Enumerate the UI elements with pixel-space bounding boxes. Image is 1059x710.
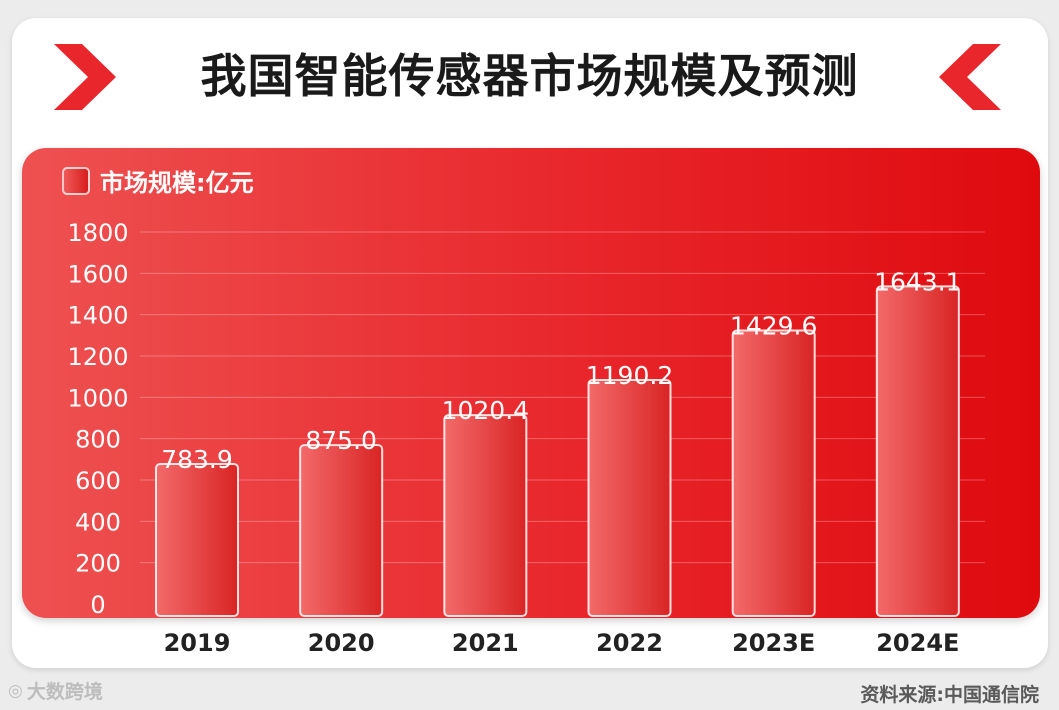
y-tick-label: 1600 [67,260,128,288]
watermark: ◎ 大数跨境 [8,677,103,704]
y-tick-label: 1000 [67,384,128,412]
x-tick-label: 2024E [876,629,959,657]
bar-value-label: 1190.2 [586,361,673,390]
bar [587,379,672,617]
bar [875,285,960,617]
bar [731,329,816,617]
x-tick-label: 2023E [732,629,815,657]
x-tick-label: 2021 [452,629,519,657]
y-tick-label: 200 [75,550,121,578]
bar [155,462,239,617]
x-tick-label: 2020 [308,629,375,657]
legend-label: 市场规模:亿元 [100,169,254,197]
chevron-right-icon [54,44,116,110]
y-tick-label: 1200 [67,343,128,371]
y-tick-label: 1400 [67,302,128,330]
watermark-text: 大数跨境 [26,681,103,703]
camera-icon: ◎ [8,680,23,701]
bar-value-label: 1429.6 [730,312,817,341]
y-tick-label: 800 [75,426,121,454]
source-note: 资料来源:中国通信院 [860,684,1039,706]
chevron-left-icon [939,44,1001,110]
legend: 市场规模:亿元 [62,163,254,198]
x-tick-label: 2022 [596,629,663,657]
bar-value-label: 1643.1 [874,267,961,296]
x-tick-label: 2019 [164,629,231,657]
y-tick-label: 400 [75,508,121,536]
bar [443,414,528,617]
bar-value-label: 783.9 [161,445,233,474]
page-title: 我国智能传感器市场规模及预测 [200,49,859,103]
bar-value-label: 875.0 [305,426,377,455]
legend-swatch [62,166,90,195]
bar [299,444,384,617]
bar-value-label: 1020.4 [442,396,529,425]
y-tick-label: 0 [90,591,105,619]
y-tick-label: 600 [75,467,121,495]
y-tick-label: 1800 [67,219,128,247]
